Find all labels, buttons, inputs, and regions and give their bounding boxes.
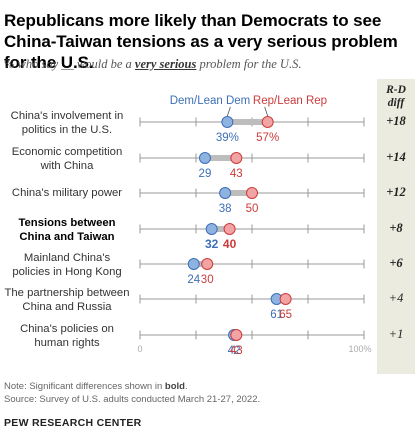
rep-dot [201,258,214,270]
row-label-line: politics in the U.S. [21,124,113,136]
subtitle-suffix: problem for the U.S. [196,57,302,71]
row-label-line: policies in Hong Kong [12,266,122,278]
row-label: China's military power [4,186,130,200]
dem-value-label: 38 [219,203,232,215]
row-label-line: China's policies on [20,323,114,335]
dem-value-label: 39% [216,132,239,144]
dem-dot [198,152,211,164]
row-label: Economic competition with China [4,145,130,173]
diff-column-background [377,79,415,374]
row-label: China's policies on human rights [4,322,130,350]
chart-title: Republicans more likely than Democrats t… [4,11,398,72]
row-label: Mainland China's policies in Hong Kong [4,251,130,279]
dem-value-label: 61 [270,309,283,321]
source-line: Source: Survey of U.S. adults conducted … [4,394,261,405]
dem-value-label: 29 [199,168,212,180]
rep-value-label: 50 [246,203,259,215]
axis-label-max: 100% [348,344,371,354]
chart-subtitle: % who say __ would be a very serious pro… [4,57,301,72]
rep-dot [261,116,274,128]
row-label: The partnership between China and Russia [4,286,130,314]
row-label: China's involvement in politics in the U.… [4,109,130,137]
note-suffix: . [184,381,188,392]
row-label-line: China's involvement in [10,110,124,122]
rep-dot [279,293,292,305]
row-label-line: with China [40,160,94,172]
rep-dot [223,223,236,235]
diff-header-line-2: diff [387,97,405,109]
rep-value-label: 43 [230,168,243,180]
rep-value-label: 30 [201,274,214,286]
diff-value: +14 [386,150,406,164]
row-label-line: China and Taiwan [19,231,115,243]
legend-leader-dem [226,106,231,117]
dem-dot [219,187,232,199]
legend-dem: Dem/Lean Dem [170,95,251,107]
diff-value: +12 [386,185,406,199]
row-label: Tensions between China and Taiwan [4,216,130,244]
axis-label-min: 0 [137,344,142,354]
subtitle-emphasis: very serious [134,57,197,71]
dem-value-label: 32 [205,237,219,251]
note-bold-word: bold [164,381,185,392]
dem-value-label: 42 [228,345,241,357]
diff-value: +4 [388,291,404,305]
diff-header: R-D diff [377,84,415,110]
diff-value: +18 [386,114,406,128]
dem-dot [221,116,234,128]
rep-value-label: 57% [256,132,279,144]
legend-rep: Rep/Lean Rep [253,95,327,107]
diff-value: +1 [388,327,404,341]
organization-name: PEW RESEARCH CENTER [4,417,142,429]
rep-dot [230,329,243,341]
rep-value-label: 43 [230,345,243,357]
rep-dot [246,187,258,199]
rep-value-label: 65 [279,309,292,321]
row-label-line: The partnership between [4,287,130,299]
row-label-line: Mainland China's [23,252,111,264]
diff-value: +8 [389,221,403,235]
note-line: Note: Significant differences shown in b… [4,380,260,393]
note-prefix: Note: Significant differences shown in [4,381,165,392]
legend-leader-rep [264,106,269,117]
dem-dot [205,223,218,235]
row-label-line: Economic competition [11,146,123,158]
dem-dot [187,258,200,270]
row-label-line: China and Russia [22,301,112,313]
row-label-line: China's military power [11,187,123,199]
diff-value: +6 [389,256,403,270]
notes: Note: Significant differences shown in b… [4,380,260,406]
rep-dot [230,152,243,164]
row-label-line: Tensions between [18,217,116,229]
subtitle-prefix: % who say __ would be a [4,57,135,71]
diff-header-line-1: R-D [386,84,406,96]
dem-value-label: 24 [187,274,200,286]
rep-value-label: 40 [223,237,237,251]
row-label-line: human rights [34,337,100,349]
